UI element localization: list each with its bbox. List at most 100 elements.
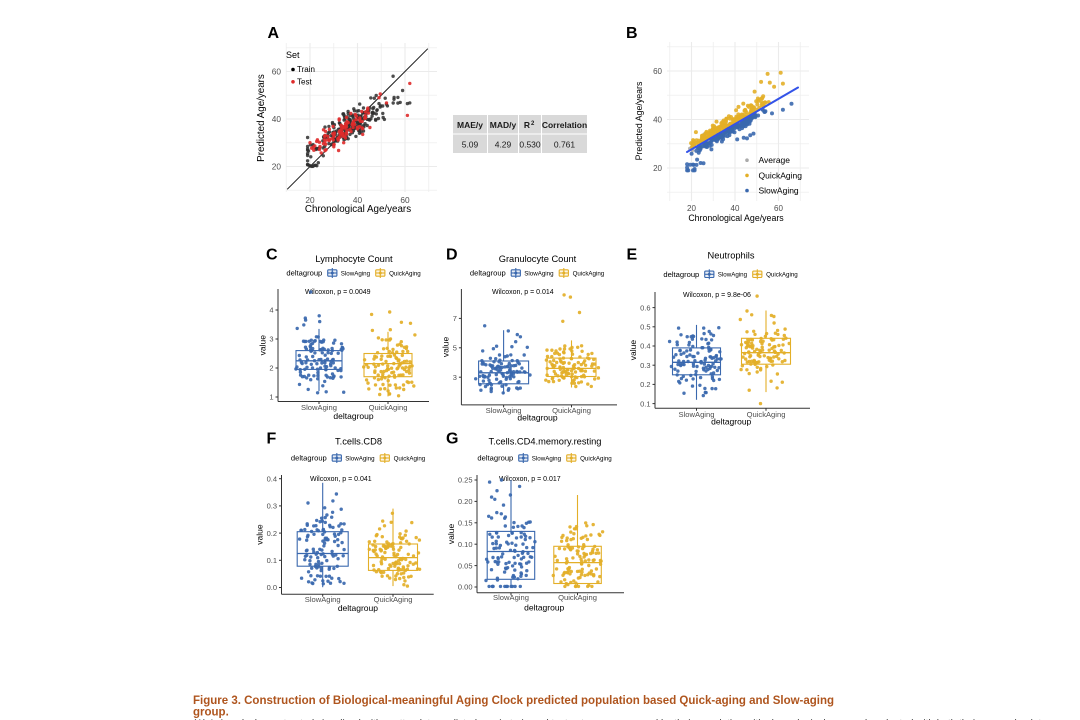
svg-text:Test: Test	[297, 77, 312, 86]
svg-text:QuickAging: QuickAging	[759, 170, 803, 180]
svg-text:Figure 3. Construction of Biol: Figure 3. Construction of Biological-mea…	[193, 695, 834, 707]
svg-text:60: 60	[272, 67, 282, 77]
svg-text:0.761: 0.761	[554, 140, 576, 150]
svg-text:QuickAging: QuickAging	[766, 272, 798, 279]
svg-text:0.2: 0.2	[640, 380, 650, 389]
svg-text:7: 7	[453, 314, 457, 323]
svg-text:Train: Train	[297, 65, 315, 74]
svg-text:0.1: 0.1	[267, 556, 277, 565]
svg-text:0.10: 0.10	[458, 540, 473, 549]
svg-text:deltagroup: deltagroup	[524, 603, 564, 613]
svg-text:Wilcoxon, p = 9.8e-06: Wilcoxon, p = 9.8e-06	[683, 292, 751, 299]
svg-text:SlowAging: SlowAging	[486, 406, 522, 415]
svg-text:QuickAging: QuickAging	[558, 593, 597, 602]
svg-text:QuickAging: QuickAging	[374, 595, 413, 604]
svg-text:deltagroup: deltagroup	[286, 269, 322, 278]
svg-text:Chronological Age/years: Chronological Age/years	[688, 213, 784, 223]
svg-text:0.00: 0.00	[458, 583, 473, 592]
svg-text:QuickAging: QuickAging	[394, 455, 426, 462]
svg-text:0.1: 0.1	[640, 399, 650, 408]
svg-text:20: 20	[272, 162, 282, 172]
svg-text:20: 20	[687, 204, 696, 213]
svg-text:Chronological Age/years: Chronological Age/years	[305, 204, 411, 215]
svg-text:0.530: 0.530	[519, 140, 541, 150]
svg-text:QuickAging: QuickAging	[573, 270, 605, 277]
svg-text:SlowAging: SlowAging	[718, 272, 748, 279]
svg-text:E: E	[627, 247, 638, 264]
svg-text:SlowAging: SlowAging	[341, 270, 371, 277]
svg-text:0.2: 0.2	[267, 529, 277, 538]
svg-text:5: 5	[453, 344, 457, 353]
svg-text:group.: group.	[193, 707, 229, 719]
svg-text:T.cells.CD8: T.cells.CD8	[335, 436, 382, 446]
svg-text:SlowAging: SlowAging	[524, 270, 554, 277]
svg-text:Average: Average	[759, 155, 791, 165]
svg-text:SlowAging: SlowAging	[493, 593, 529, 602]
svg-text:60: 60	[774, 204, 783, 213]
svg-text:value: value	[255, 524, 265, 545]
svg-text:value: value	[628, 340, 638, 361]
svg-text:SlowAging: SlowAging	[759, 186, 799, 196]
svg-text:deltagroup: deltagroup	[333, 411, 373, 421]
svg-text:4.29: 4.29	[495, 140, 512, 150]
svg-text:deltagroup: deltagroup	[338, 603, 378, 613]
svg-text:value: value	[441, 336, 451, 357]
svg-text:3: 3	[453, 373, 457, 382]
svg-text:deltagroup: deltagroup	[517, 413, 557, 423]
svg-text:2: 2	[269, 364, 273, 373]
svg-text:0.25: 0.25	[458, 476, 473, 485]
svg-text:C: C	[266, 247, 278, 264]
svg-text:0.20: 0.20	[458, 497, 473, 506]
svg-text:MAD/y: MAD/y	[490, 120, 517, 130]
svg-text:QuickAging: QuickAging	[389, 270, 421, 277]
svg-text:Set: Set	[286, 50, 300, 60]
svg-text:Granulocyte Count: Granulocyte Count	[499, 254, 577, 264]
svg-text:0.15: 0.15	[458, 519, 473, 528]
svg-text:F: F	[267, 431, 277, 448]
svg-text:Predicted Age/years: Predicted Age/years	[256, 74, 267, 162]
svg-text:D: D	[446, 247, 458, 264]
svg-text:Neutrophils: Neutrophils	[707, 251, 754, 261]
svg-text:deltagroup: deltagroup	[711, 417, 751, 427]
svg-text:G: G	[446, 431, 458, 448]
svg-text:deltagroup: deltagroup	[477, 454, 513, 463]
svg-text:Predicted Age/years: Predicted Age/years	[634, 81, 644, 160]
svg-text:3: 3	[269, 335, 273, 344]
svg-text:QuickAging: QuickAging	[369, 403, 408, 412]
svg-text:deltagroup: deltagroup	[663, 270, 699, 279]
svg-text:SlowAging: SlowAging	[345, 455, 375, 462]
svg-text:SlowAging: SlowAging	[305, 595, 341, 604]
svg-text:QuickAging: QuickAging	[580, 455, 612, 462]
svg-text:40: 40	[653, 116, 662, 125]
svg-text:SlowAging: SlowAging	[532, 455, 562, 462]
svg-text:deltagroup: deltagroup	[470, 269, 506, 278]
svg-text:0.0: 0.0	[267, 583, 277, 592]
svg-text:20: 20	[305, 195, 315, 205]
svg-text:Correlation: Correlation	[542, 120, 587, 130]
svg-text:1: 1	[269, 393, 273, 402]
svg-text:0.4: 0.4	[267, 474, 277, 483]
svg-text:40: 40	[272, 114, 282, 124]
svg-text:60: 60	[400, 195, 410, 205]
svg-text:40: 40	[353, 195, 363, 205]
svg-text:2: 2	[531, 121, 535, 127]
svg-text:0.4: 0.4	[640, 342, 650, 351]
svg-text:SlowAging: SlowAging	[679, 410, 715, 419]
svg-text:SlowAging: SlowAging	[301, 403, 337, 412]
svg-text:A: A	[268, 25, 280, 42]
svg-text:(A) Aging clock constructed vi: (A) Aging clock constructed visualized w…	[193, 719, 1078, 720]
svg-text:Wilcoxon, p = 0.041: Wilcoxon, p = 0.041	[310, 476, 372, 483]
svg-text:20: 20	[653, 164, 662, 173]
svg-text:QuickAging: QuickAging	[552, 406, 591, 415]
svg-text:MAE/y: MAE/y	[457, 120, 483, 130]
svg-text:value: value	[446, 523, 456, 544]
svg-text:0.3: 0.3	[267, 502, 277, 511]
svg-text:deltagroup: deltagroup	[291, 454, 327, 463]
svg-text:0.05: 0.05	[458, 561, 473, 570]
svg-text:0.5: 0.5	[640, 323, 650, 332]
svg-text:Wilcoxon, p = 0.014: Wilcoxon, p = 0.014	[492, 289, 554, 296]
svg-text:5.09: 5.09	[462, 140, 479, 150]
svg-text:T.cells.CD4.memory.resting: T.cells.CD4.memory.resting	[489, 436, 602, 446]
svg-text:B: B	[626, 25, 638, 42]
svg-text:value: value	[257, 335, 267, 356]
